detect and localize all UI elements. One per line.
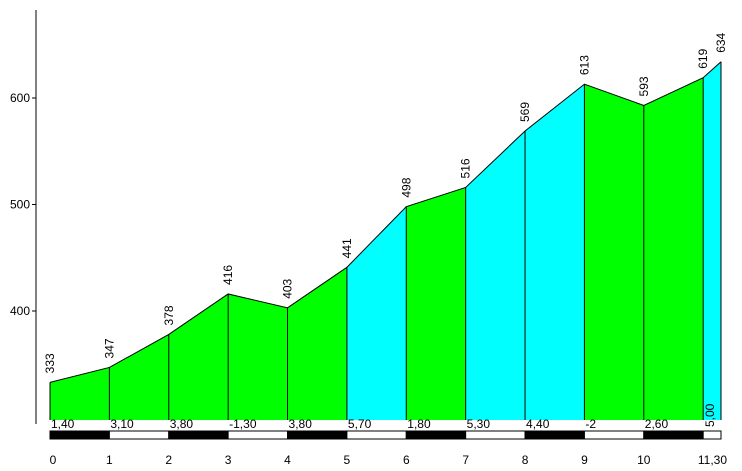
profile-segment-4: [228, 293, 288, 420]
scale-bar-segment: [465, 430, 526, 440]
gradient-label: -2: [585, 417, 596, 431]
x-tick-label: 5: [344, 453, 351, 467]
gradient-label: 2,60: [645, 417, 669, 431]
elevation-label: 516: [459, 158, 473, 178]
elevation-labels: 333 347 378 416 403 441 498 516 569 613 593 619 634: [43, 32, 728, 373]
scale-bar-segment: [49, 430, 110, 440]
gradient-labels: 1,40 3,10 3,80 -1,30 3,80 5,70 1,80 5,30 4,40 -2 2…: [51, 403, 717, 431]
elevation-label: 347: [102, 338, 116, 358]
profile-segment-11: [643, 77, 704, 420]
profile-segment-12: [703, 61, 721, 420]
profile-segment-9: [525, 84, 585, 420]
gradient-label: 5,70: [348, 417, 372, 431]
scale-bar-segment: [524, 430, 585, 440]
elevation-label: 378: [162, 305, 176, 325]
y-tick-label: 400: [10, 304, 30, 318]
x-axis-labels: 0 1 2 3 4 5 6 7 8 9 10 11,30: [50, 453, 728, 467]
x-tick-label: 2: [165, 453, 172, 467]
elevation-label: 619: [696, 48, 710, 68]
profile-segment-6: [346, 206, 407, 420]
gradient-label: 3,80: [170, 417, 194, 431]
scale-bar-segment: [346, 430, 407, 440]
gradient-label: 5,30: [467, 417, 491, 431]
gradient-label: 3,80: [289, 417, 313, 431]
x-tick-label: 0: [50, 453, 57, 467]
scale-bar-segment: [702, 430, 722, 440]
profile-segment-3: [168, 293, 229, 420]
elevation-label: 569: [518, 102, 532, 122]
gradient-label: 1,80: [407, 417, 431, 431]
profile-segment-8: [465, 131, 526, 420]
profile-segment-2: [109, 334, 169, 420]
gradient-label: 5,00: [703, 403, 717, 427]
scale-bar-segment: [643, 430, 704, 440]
elevation-label: 416: [221, 265, 235, 285]
elevation-label: 634: [714, 32, 728, 52]
elevation-label: 403: [281, 278, 295, 298]
elevation-label: 613: [577, 55, 591, 75]
scale-bar-segment: [583, 430, 645, 440]
x-tick-label: 8: [522, 453, 529, 467]
profile-segment-10: [584, 84, 644, 420]
y-tick-label: 500: [10, 198, 30, 212]
scale-bar-segment: [227, 430, 289, 440]
gradient-label: 1,40: [51, 417, 75, 431]
profile-segment-1: [50, 367, 110, 420]
profile-outline: [49, 61, 722, 383]
gradient-label: 3,10: [110, 417, 134, 431]
profile-segment-5: [287, 267, 347, 420]
scale-bar-segment: [405, 430, 467, 440]
y-tick-label: 600: [10, 91, 30, 105]
x-tick-label: 1: [106, 453, 113, 467]
scale-bar-segment: [108, 430, 170, 440]
profile-segments: [49, 61, 722, 420]
x-tick-label: 11,30: [698, 453, 727, 467]
gradient-label: 4,40: [526, 417, 550, 431]
gradient-label: -1,30: [229, 417, 257, 431]
profile-segment-7: [406, 187, 466, 420]
x-tick-label: 3: [225, 453, 232, 467]
elevation-label: 333: [43, 353, 57, 373]
scale-bar-segment: [287, 430, 348, 440]
x-tick-label: 4: [284, 453, 291, 467]
distance-scale-bar: [49, 430, 722, 440]
x-tick-label: 9: [581, 453, 588, 467]
elevation-label: 593: [637, 76, 651, 96]
y-axis: 400 500 600: [10, 10, 37, 424]
x-tick-label: 7: [462, 453, 469, 467]
scale-bar-segment: [168, 430, 229, 440]
elevation-label: 498: [399, 177, 413, 197]
elevation-label: 441: [340, 238, 354, 258]
x-tick-label: 6: [403, 453, 410, 467]
x-tick-label: 10: [637, 453, 651, 467]
